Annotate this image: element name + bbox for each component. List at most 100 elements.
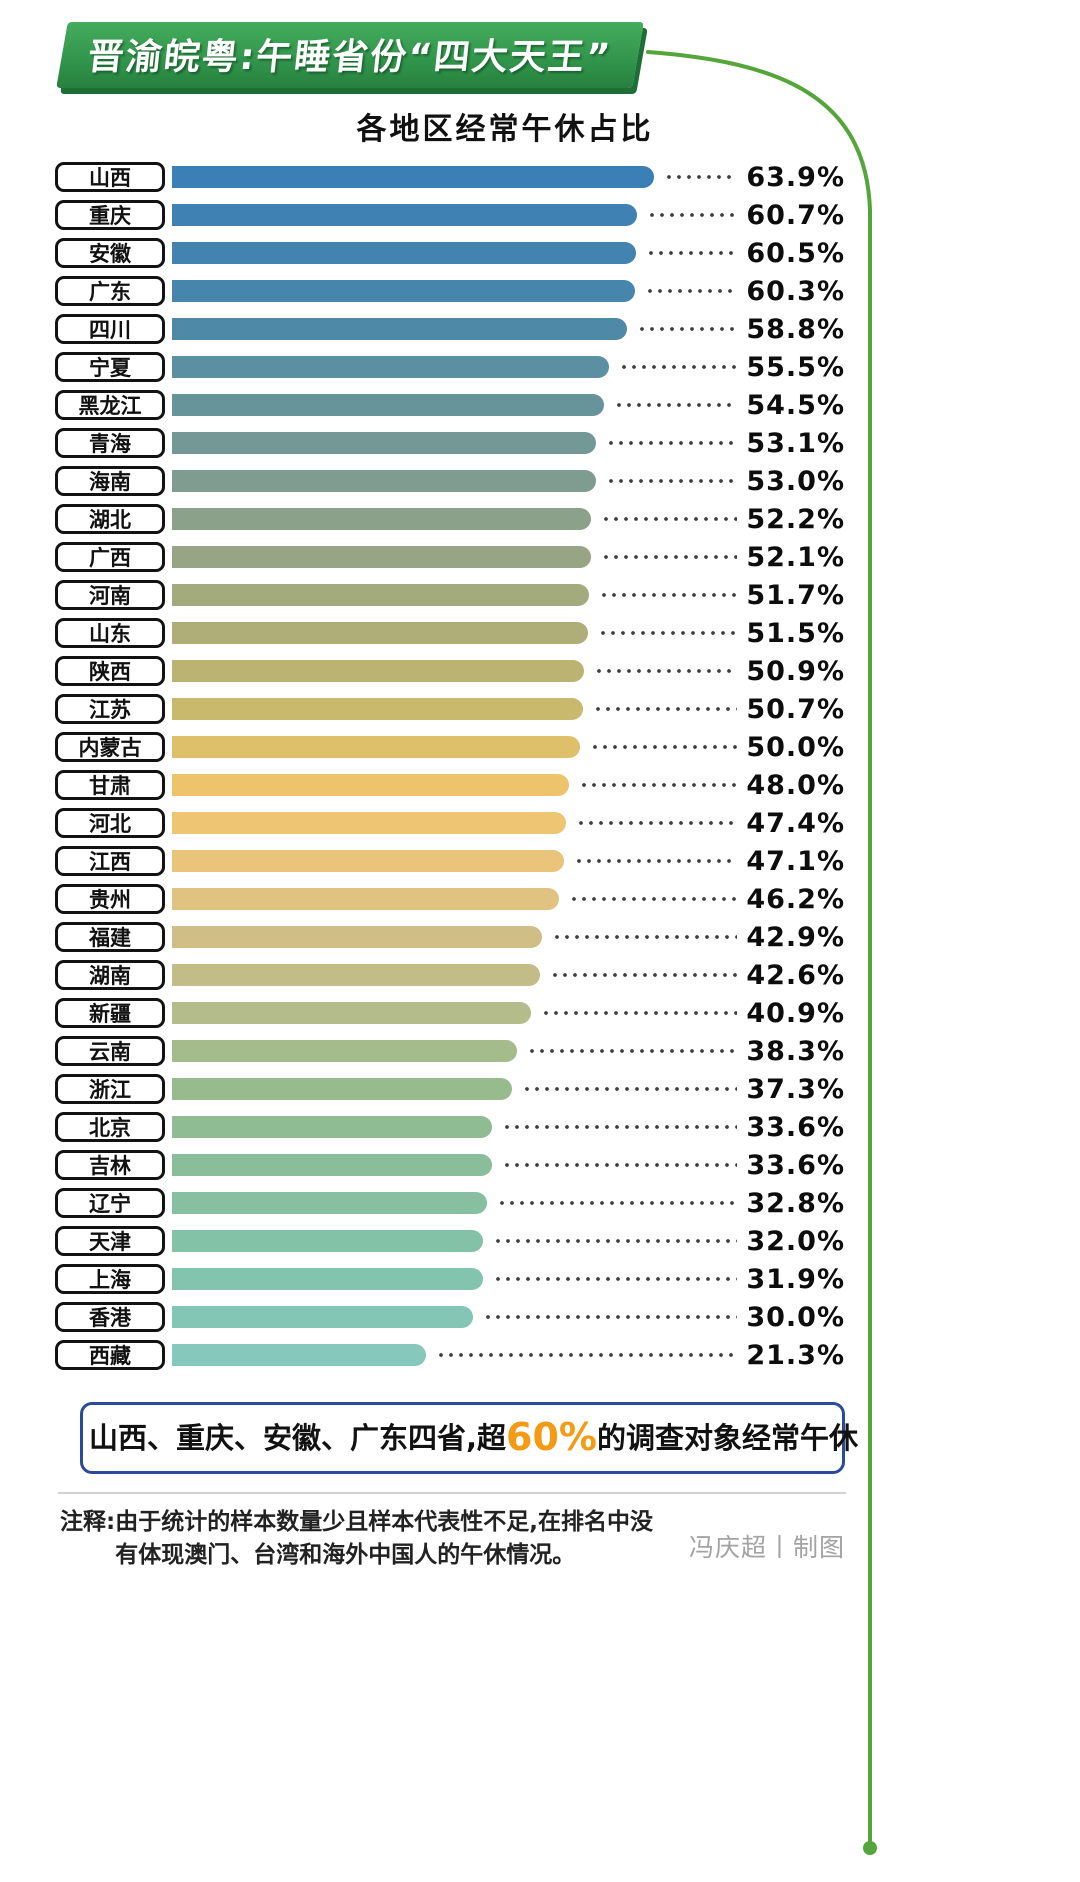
chart-row: 天津 32.0% [55, 1222, 845, 1260]
value-label: 51.5% [746, 617, 845, 649]
leader-dots [590, 744, 737, 750]
bar [172, 1040, 517, 1062]
province-label: 新疆 [55, 998, 165, 1028]
value-label: 33.6% [746, 1111, 845, 1143]
credit: 冯庆超丨制图 [688, 1533, 845, 1562]
bar [172, 1078, 512, 1100]
province-label: 江苏 [55, 694, 165, 724]
value-label: 38.3% [746, 1035, 845, 1067]
province-label: 湖南 [55, 960, 165, 990]
leader-dots [598, 630, 737, 636]
value-label: 37.3% [746, 1073, 845, 1105]
bar [172, 394, 604, 416]
chart-row: 广西 52.1% [55, 538, 845, 576]
leader-dots [614, 402, 737, 408]
province-label: 贵州 [55, 884, 165, 914]
chart-row: 甘肃 48.0% [55, 766, 845, 804]
leader-dots [664, 174, 737, 180]
province-label: 四川 [55, 314, 165, 344]
leader-dots [637, 326, 737, 332]
value-label: 46.2% [746, 883, 845, 915]
value-label: 21.3% [746, 1339, 845, 1371]
value-label: 40.9% [746, 997, 845, 1029]
leader-dots [541, 1010, 737, 1016]
bar [172, 318, 627, 340]
value-label: 50.7% [746, 693, 845, 725]
chart-row: 贵州 46.2% [55, 880, 845, 918]
province-label: 广西 [55, 542, 165, 572]
leader-dots [601, 554, 737, 560]
value-label: 48.0% [746, 769, 845, 801]
bar [172, 432, 596, 454]
value-label: 32.0% [746, 1225, 845, 1257]
province-label: 山西 [55, 162, 165, 192]
leader-dots [646, 250, 737, 256]
province-label: 宁夏 [55, 352, 165, 382]
chart-row: 山东 51.5% [55, 614, 845, 652]
callout-box: 山西、重庆、安徽、广东四省,超60%的调查对象经常午休 [80, 1402, 858, 1474]
chart-row: 香港 30.0% [55, 1298, 845, 1336]
bar-chart: 山西 63.9% 重庆 60.7% 安徽 60.5% 广东 60.3% 四川 58.8% 宁夏 55.… [55, 158, 845, 1374]
value-label: 42.6% [746, 959, 845, 991]
bar [172, 1306, 473, 1328]
bar [172, 698, 583, 720]
chart-row: 黑龙江 54.5% [55, 386, 845, 424]
chart-row: 云南 38.3% [55, 1032, 845, 1070]
province-label: 天津 [55, 1226, 165, 1256]
province-label: 甘肃 [55, 770, 165, 800]
value-label: 32.8% [746, 1187, 845, 1219]
callout-text-suffix: 的调查对象经常午休 [597, 1421, 859, 1455]
leader-dots [579, 782, 737, 788]
value-label: 50.0% [746, 731, 845, 763]
value-label: 52.1% [746, 541, 845, 573]
leader-dots [497, 1200, 737, 1206]
divider [58, 1492, 846, 1494]
value-label: 60.3% [746, 275, 845, 307]
leader-dots [436, 1352, 737, 1358]
province-label: 海南 [55, 466, 165, 496]
bar [172, 888, 559, 910]
bar [172, 470, 596, 492]
leader-dots [550, 972, 737, 978]
province-label: 浙江 [55, 1074, 165, 1104]
footnote-text: 由于统计的样本数量少且样本代表性不足,在排名中没 有体现澳门、台湾和海外中国人的… [115, 1506, 653, 1572]
footnote-line1: 由于统计的样本数量少且样本代表性不足,在排名中没 [115, 1509, 653, 1535]
leader-dots [647, 212, 737, 218]
value-label: 55.5% [746, 351, 845, 383]
chart-row: 四川 58.8% [55, 310, 845, 348]
chart-row: 北京 33.6% [55, 1108, 845, 1146]
province-label: 江西 [55, 846, 165, 876]
bar [172, 964, 540, 986]
callout-highlight: 60% [506, 1415, 597, 1459]
province-label: 西藏 [55, 1340, 165, 1370]
chart-row: 浙江 37.3% [55, 1070, 845, 1108]
chart-row: 福建 42.9% [55, 918, 845, 956]
value-label: 58.8% [746, 313, 845, 345]
bar [172, 1268, 483, 1290]
leader-dots [569, 896, 737, 902]
bar [172, 508, 591, 530]
leader-dots [606, 440, 737, 446]
province-label: 辽宁 [55, 1188, 165, 1218]
province-label: 陕西 [55, 656, 165, 686]
callout-text-prefix: 山西、重庆、安徽、广东四省,超 [89, 1421, 507, 1455]
province-label: 重庆 [55, 200, 165, 230]
leader-dots [502, 1124, 737, 1130]
title-banner: 晋渝皖粤:午睡省份“四大天王” [56, 22, 644, 88]
bar [172, 622, 588, 644]
leader-dots [574, 858, 737, 864]
bar [172, 584, 589, 606]
value-label: 42.9% [746, 921, 845, 953]
accent-end-dot [863, 1841, 877, 1855]
province-label: 福建 [55, 922, 165, 952]
chart-row: 河南 51.7% [55, 576, 845, 614]
chart-row: 海南 53.0% [55, 462, 845, 500]
chart-row: 河北 47.4% [55, 804, 845, 842]
value-label: 63.9% [746, 161, 845, 193]
province-label: 安徽 [55, 238, 165, 268]
bar [172, 1002, 531, 1024]
value-label: 53.1% [746, 427, 845, 459]
value-label: 33.6% [746, 1149, 845, 1181]
province-label: 青海 [55, 428, 165, 458]
chart-row: 宁夏 55.5% [55, 348, 845, 386]
